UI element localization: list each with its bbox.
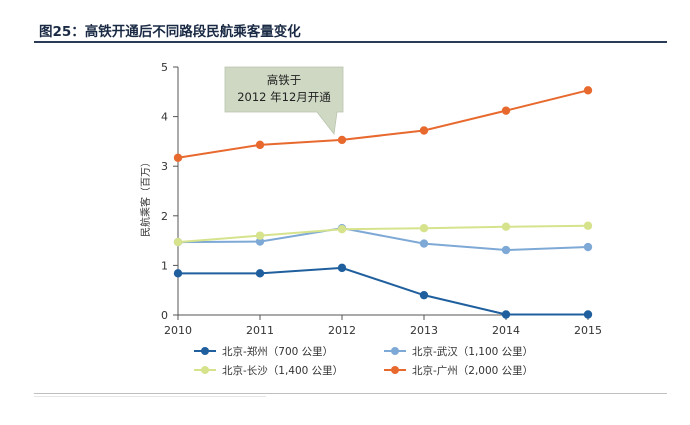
data-point xyxy=(173,237,183,247)
y-tick-label: 3 xyxy=(161,160,168,173)
data-point xyxy=(583,221,593,230)
data-point xyxy=(583,242,593,252)
x-tick-label: 2014 xyxy=(492,324,520,337)
data-point xyxy=(583,86,593,95)
legend-swatch-marker xyxy=(391,347,399,355)
data-point xyxy=(173,269,183,278)
data-point xyxy=(501,106,511,115)
footer-divider-secondary xyxy=(34,396,266,397)
series-line-2 xyxy=(177,224,589,244)
footer-divider xyxy=(34,393,667,394)
annotation-line-1: 高铁于 xyxy=(267,73,302,87)
y-tick-label: 0 xyxy=(161,309,168,322)
legend-swatch-marker xyxy=(201,347,209,355)
legend-swatch-marker xyxy=(391,366,399,374)
legend-label: 北京-长沙（1,400 公里） xyxy=(222,364,343,377)
data-point xyxy=(337,224,347,234)
legend-label: 北京-武汉（1,100 公里） xyxy=(412,345,533,358)
data-point xyxy=(501,310,511,319)
legend-swatch-marker xyxy=(201,366,209,374)
data-point xyxy=(419,126,429,135)
x-tick-label: 2013 xyxy=(410,324,438,337)
y-axis-label: 民航乘客（百万） xyxy=(139,157,152,237)
series-line-1 xyxy=(177,227,589,252)
y-tick-label: 2 xyxy=(161,210,168,223)
data-point xyxy=(173,153,183,162)
line-chart: 0 1 2 3 4 5 2010 2011 2012 2013 2014 2015 民航乘客（百万） 高… xyxy=(139,61,602,377)
annotation-line-2: 2012 年12月开通 xyxy=(237,90,331,104)
data-point xyxy=(255,140,265,150)
x-tick-label: 2010 xyxy=(164,324,192,337)
legend-label: 北京-郑州（700 公里） xyxy=(222,345,333,358)
data-point xyxy=(501,245,511,255)
data-point xyxy=(419,224,429,233)
y-tick-label: 5 xyxy=(161,61,168,74)
y-tick-label: 1 xyxy=(161,259,168,272)
figure-title: 图25：高铁开通后不同路段民航乘客量变化 xyxy=(39,24,301,40)
title-divider xyxy=(34,41,667,43)
series-line-3 xyxy=(177,89,589,159)
data-point xyxy=(255,269,265,278)
data-point xyxy=(337,263,347,273)
series-line-0 xyxy=(178,266,588,316)
data-point xyxy=(255,231,265,240)
data-point xyxy=(501,222,511,231)
data-point xyxy=(255,237,265,246)
data-point xyxy=(419,290,429,300)
annotation-callout-box xyxy=(224,66,344,136)
legend-label: 北京-广州（2,000 公里） xyxy=(412,364,533,377)
x-tick-label: 2015 xyxy=(574,324,602,337)
x-tick-label: 2011 xyxy=(246,324,274,337)
data-point xyxy=(337,135,347,145)
data-point xyxy=(583,310,593,319)
y-tick-label: 4 xyxy=(161,111,168,124)
data-point xyxy=(419,239,429,248)
x-tick-label: 2012 xyxy=(328,324,356,337)
